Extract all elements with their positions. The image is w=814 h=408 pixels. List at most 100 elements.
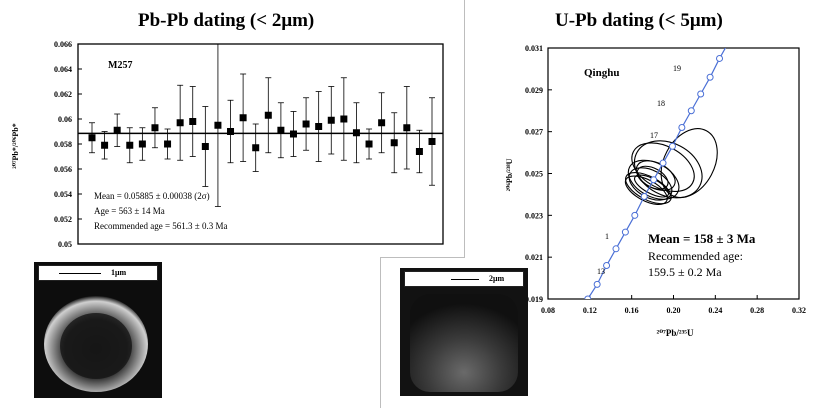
upb-error-ellipse — [660, 128, 718, 198]
pbpb-annotation-recommended: Recommended age = 561.3 ± 0.3 Ma — [94, 221, 227, 231]
upb-concordia-marker — [687, 107, 695, 115]
upb-x-tick-label: 0.16 — [625, 306, 639, 315]
upb-y-tick-label: 0.029 — [525, 86, 543, 95]
pbpb-data-point — [302, 120, 310, 128]
sem-scale-label-right: 2μm — [489, 274, 505, 283]
sem-scale-box-left: 1μm — [38, 265, 158, 281]
pbpb-data-point — [378, 119, 386, 127]
pbpb-data-point — [340, 115, 348, 123]
sem-scale-line-left — [59, 273, 101, 274]
sem-image-left: 1μm — [34, 262, 162, 398]
pbpb-sample-label: M257 — [108, 60, 132, 71]
pbpb-data-point — [428, 138, 436, 145]
upb-concordia-marker — [697, 90, 705, 98]
pbpb-data-point — [126, 141, 134, 149]
upb-x-tick-label: 0.32 — [792, 306, 806, 315]
pbpb-annotation-mean: Mean = 0.05885 ± 0.00038 (2σ) — [94, 191, 210, 201]
pbpb-data-point — [390, 139, 398, 147]
upb-y-tick-label: 0.019 — [525, 295, 543, 304]
pbpb-data-point — [327, 116, 335, 124]
sem-scale-box-right: 2μm — [404, 271, 524, 287]
upb-y-tick-label: 0.031 — [525, 44, 543, 53]
upb-concordia-marker — [631, 211, 639, 219]
pbpb-y-tick-label: 0.062 — [54, 90, 72, 99]
concordia-label-19: 19 — [673, 64, 681, 73]
concordia-label-17: 17 — [650, 131, 658, 140]
pbpb-data-point — [189, 118, 197, 125]
upb-concordia-marker — [678, 123, 686, 131]
pbpb-y-tick-label: 0.064 — [54, 65, 72, 74]
upb-concordia-markers — [584, 40, 732, 299]
panel-divider-vertical-lower — [380, 258, 381, 408]
pbpb-y-tick-label: 0.056 — [54, 165, 72, 174]
pbpb-data-point — [415, 148, 423, 155]
upb-concordia-marker — [659, 159, 667, 167]
pbpb-data-point — [164, 140, 172, 148]
left-panel-title: Pb-Pb dating (< 2μm) — [138, 10, 315, 31]
pbpb-data-point — [403, 124, 411, 132]
pbpb-y-axis-label: ²⁰⁷Pb*/²⁰⁶Pb* — [11, 123, 20, 169]
upb-ellipses — [624, 128, 718, 205]
pbpb-data-point — [176, 119, 184, 127]
concordia-label-13: 13 — [597, 267, 605, 276]
upb-concordia-marker — [668, 142, 676, 150]
upb-sample-label: Qinghu — [584, 67, 619, 79]
pbpb-data-point — [201, 143, 209, 150]
upb-x-tick-label: 0.20 — [667, 306, 681, 315]
upb-x-tick-label: 0.24 — [708, 306, 722, 315]
upb-concordia-marker — [621, 228, 629, 236]
upb-y-tick-label: 0.021 — [525, 253, 543, 262]
upb-concordia-marker — [640, 193, 648, 201]
pbpb-data-marks — [88, 43, 436, 207]
concordia-label-18: 18 — [657, 99, 665, 108]
pbpb-data-point — [227, 128, 235, 135]
pbpb-y-tick-label: 0.06 — [58, 115, 72, 124]
panel-divider-vertical — [464, 0, 465, 258]
upb-y-tick-label: 0.025 — [525, 170, 543, 179]
pbpb-data-point — [277, 126, 285, 134]
upb-x-ticks: 0.08 0.12 0.16 0.20 0.24 0.28 0.32 — [541, 295, 806, 315]
upb-concordia-marker — [650, 176, 658, 184]
pbpb-data-point — [365, 140, 373, 148]
upb-concordia-marker — [706, 73, 714, 81]
pbpb-y-tick-label: 0.054 — [54, 190, 72, 199]
pbpb-chart: 0.05 0.052 0.054 0.056 0.058 0.06 0.062 0.064 0.… — [11, 40, 444, 249]
upb-x-tick-label: 0.28 — [750, 306, 764, 315]
pbpb-data-point — [113, 126, 121, 134]
upb-concordia-marker — [593, 280, 601, 288]
upb-concordia-marker — [584, 295, 592, 299]
concordia-label-1: 1 — [605, 232, 609, 241]
upb-annotation-mean: Mean = 158 ± 3 Ma — [648, 231, 756, 246]
upb-concordia-line — [587, 48, 727, 299]
pbpb-annotation-age: Age = 563 ± 14 Ma — [94, 206, 165, 216]
upb-chart: 0.019 0.021 0.023 0.025 0.027 0.029 0.031 0.08… — [505, 40, 806, 338]
pbpb-y-ticks: 0.05 0.052 0.054 0.056 0.058 0.06 0.062 0.064 0.… — [54, 40, 82, 249]
pbpb-data-point — [239, 114, 247, 122]
sem-scale-label-left: 1μm — [111, 268, 127, 277]
pbpb-data-point — [252, 144, 260, 152]
upb-concordia-marker — [716, 54, 724, 62]
upb-x-axis-label: ²⁰⁷Pb/²³⁵U — [657, 328, 694, 338]
upb-y-tick-label: 0.027 — [525, 128, 543, 137]
panel-divider-horizontal — [380, 257, 465, 258]
upb-concordia-marker — [612, 245, 620, 253]
pbpb-data-point — [88, 134, 96, 142]
pbpb-data-point — [138, 140, 146, 148]
pbpb-data-point — [214, 121, 222, 129]
upb-x-tick-label: 0.08 — [541, 306, 555, 315]
sem-particle-left — [34, 262, 162, 398]
pbpb-y-tick-label: 0.066 — [54, 40, 72, 49]
pbpb-y-tick-label: 0.052 — [54, 215, 72, 224]
sem-scale-line-right — [451, 279, 479, 280]
pbpb-y-tick-label: 0.05 — [58, 240, 72, 249]
upb-y-tick-label: 0.023 — [525, 211, 543, 220]
sem-particle-right — [400, 268, 528, 396]
upb-x-tick-label: 0.12 — [583, 306, 597, 315]
upb-annotation-age: 159.5 ± 0.2 Ma — [648, 265, 722, 279]
sem-image-right: 2μm — [400, 268, 528, 396]
upb-concordia-marker — [726, 40, 732, 45]
pbpb-data-point — [101, 141, 109, 149]
upb-error-ellipse — [636, 165, 669, 190]
right-panel-title: U-Pb dating (< 5μm) — [555, 10, 723, 31]
pbpb-data-point — [264, 111, 272, 119]
